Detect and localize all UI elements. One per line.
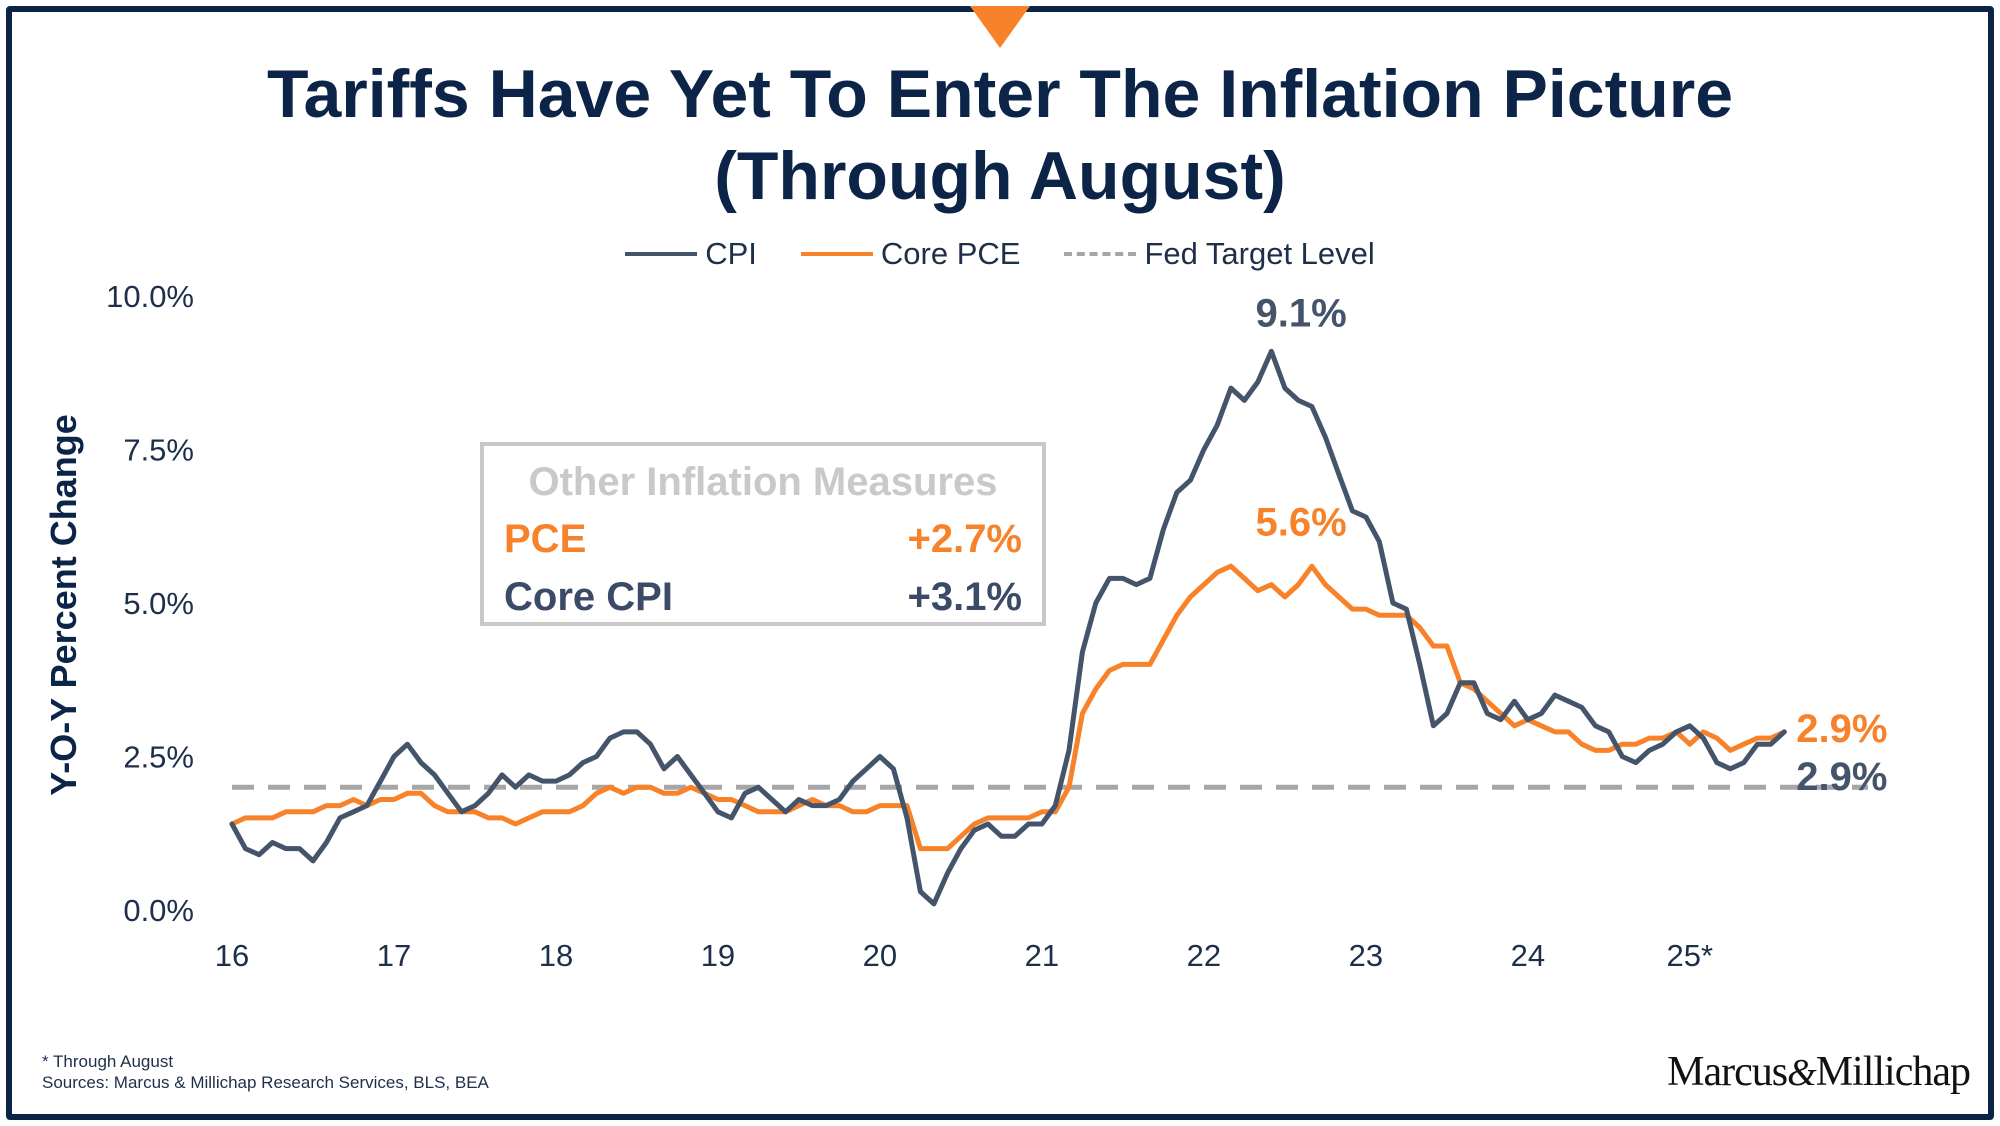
logo-word-left: Marcus [1667, 1049, 1788, 1095]
y-tick-label: 7.5% [123, 433, 194, 468]
inset-pce-value: +2.7% [907, 517, 1022, 561]
inset-row-pce: PCE +2.7% [504, 510, 1022, 568]
x-tick-label: 16 [215, 938, 249, 973]
inset-row-core-cpi: Core CPI +3.1% [504, 568, 1022, 626]
peak-annotation: 9.1% [1255, 292, 1346, 336]
legend-item-fed-target: Fed Target Level [1064, 236, 1375, 272]
legend-swatch-fed-target [1064, 252, 1137, 256]
series-line-cpi [229, 348, 1787, 907]
slide-frame [6, 6, 1994, 1120]
x-tick-label: 25* [1667, 938, 1714, 973]
other-measures-box: Other Inflation Measures PCE +2.7% Core … [480, 442, 1046, 626]
legend-item-core-pce: Core PCE [800, 236, 1021, 272]
chart-legend: CPI Core PCE Fed Target Level [0, 236, 2000, 272]
cpi-end-label: 2.9% [1796, 755, 1887, 799]
y-tick-label: 5.0% [123, 586, 194, 621]
x-tick-label: 23 [1349, 938, 1383, 973]
y-tick-label: 2.5% [123, 740, 194, 775]
logo-ampersand: & [1787, 1052, 1817, 1094]
orange-marker-icon [970, 6, 1030, 48]
legend-label-fed-target: Fed Target Level [1144, 236, 1375, 271]
x-tick-label: 24 [1511, 938, 1545, 973]
footnote-through-august: * Through August [42, 1052, 174, 1071]
x-tick-label: 22 [1187, 938, 1221, 973]
footnote: * Through August Sources: Marcus & Milli… [42, 1051, 489, 1093]
inset-pce-label: PCE [504, 517, 587, 561]
x-tick-label: 20 [863, 938, 897, 973]
logo-word-right: Millichap [1815, 1049, 1971, 1095]
inset-title: Other Inflation Measures [528, 460, 998, 504]
x-tick-label: 19 [701, 938, 735, 973]
marcus-millichap-logo: Marcus&Millichap [1667, 1048, 1971, 1096]
core-pce-end-label: 2.9% [1796, 707, 1887, 751]
legend-swatch-core-pce [800, 252, 873, 256]
chart-title-line-1: Tariffs Have Yet To Enter The Inflation … [266, 56, 1734, 132]
peak-annotation: 5.6% [1255, 500, 1346, 544]
legend-label-cpi: CPI [705, 236, 757, 271]
legend-swatch-cpi [625, 252, 698, 256]
y-tick-label: 10.0% [106, 279, 194, 314]
legend-label-core-pce: Core PCE [880, 236, 1021, 271]
legend-item-cpi: CPI [625, 236, 757, 272]
x-tick-label: 17 [377, 938, 411, 973]
y-tick-label: 0.0% [123, 893, 194, 928]
inset-core-cpi-value: +3.1% [907, 575, 1022, 619]
x-tick-label: 18 [539, 938, 573, 973]
x-tick-label: 21 [1025, 938, 1059, 973]
chart-title-line-2: (Through August) [714, 138, 1286, 214]
footnote-sources: Sources: Marcus & Millichap Research Ser… [42, 1073, 489, 1092]
inset-core-cpi-label: Core CPI [504, 575, 673, 619]
